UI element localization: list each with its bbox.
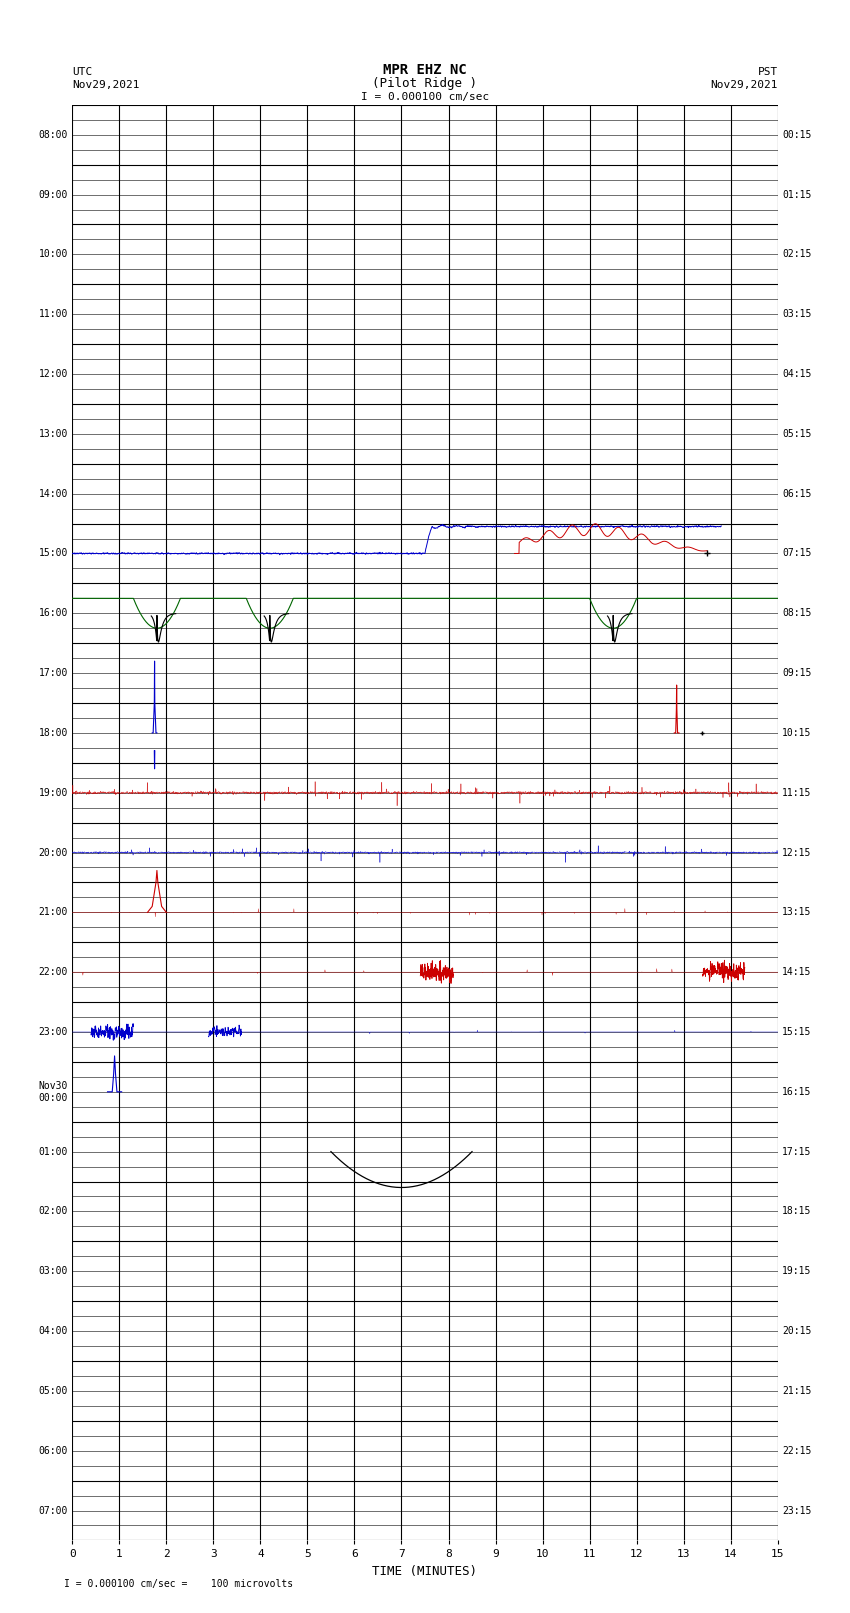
Text: Nov29,2021: Nov29,2021 xyxy=(711,81,778,90)
Text: I = 0.000100 cm/sec: I = 0.000100 cm/sec xyxy=(361,92,489,102)
Text: PST: PST xyxy=(757,68,778,77)
Text: UTC: UTC xyxy=(72,68,93,77)
Text: (Pilot Ridge ): (Pilot Ridge ) xyxy=(372,77,478,90)
Text: Nov29,2021: Nov29,2021 xyxy=(72,81,139,90)
X-axis label: TIME (MINUTES): TIME (MINUTES) xyxy=(372,1565,478,1578)
Text: I = 0.000100 cm/sec =    100 microvolts: I = 0.000100 cm/sec = 100 microvolts xyxy=(64,1579,293,1589)
Text: MPR EHZ NC: MPR EHZ NC xyxy=(383,63,467,77)
